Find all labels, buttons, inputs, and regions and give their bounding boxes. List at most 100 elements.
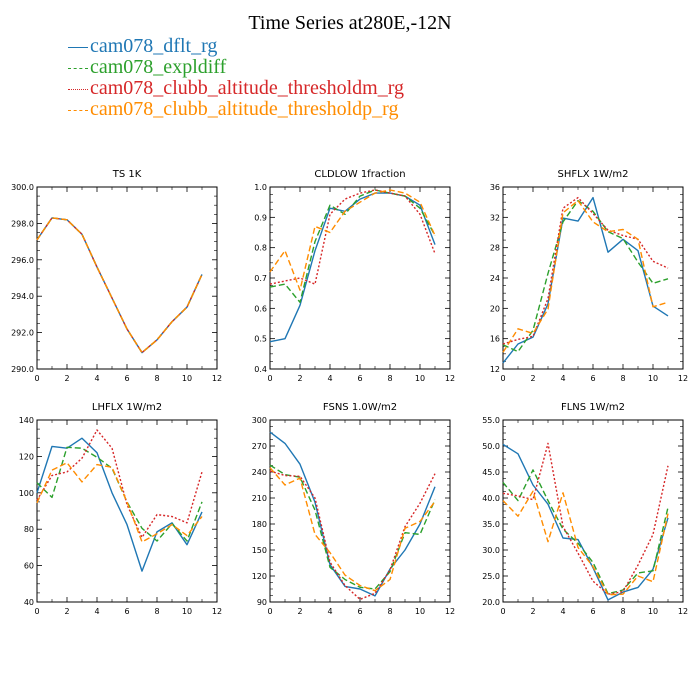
y-tick-label: 180 (252, 520, 267, 529)
series-line (502, 196, 669, 364)
series-line (502, 199, 669, 353)
x-tick-label: 8 (387, 607, 392, 616)
x-tick-label: 4 (560, 607, 565, 616)
x-tick-label: 2 (64, 374, 69, 383)
y-tick-label: 300 (252, 416, 267, 425)
legend-swatch (68, 88, 88, 90)
plot-frame (502, 419, 684, 603)
x-tick-label: 12 (678, 374, 688, 383)
x-tick-label: 6 (357, 607, 362, 616)
y-tick-label: 270 (252, 442, 267, 451)
chart-title: TS 1K (112, 169, 142, 180)
series-line (269, 189, 436, 291)
series-line (502, 199, 669, 353)
legend-label: cam078_expldiff (90, 56, 227, 78)
y-tick-label: 32 (490, 213, 500, 222)
series-line (36, 217, 203, 354)
legend-item: cam078_clubb_altitude_thresholdm_rg (68, 78, 404, 99)
series-line (502, 469, 669, 595)
y-tick-label: 0.4 (254, 365, 267, 374)
series-line (36, 429, 203, 539)
series-line (36, 217, 203, 354)
y-tick-label: 20 (490, 304, 500, 313)
series-line (502, 490, 669, 596)
series-line (502, 442, 669, 595)
y-tick-label: 24 (490, 274, 500, 283)
y-tick-label: 292.0 (11, 329, 34, 338)
x-tick-label: 10 (648, 607, 658, 616)
x-tick-label: 10 (415, 374, 425, 383)
y-tick-label: 290.0 (11, 365, 34, 374)
y-tick-label: 0.9 (254, 213, 267, 222)
x-tick-label: 2 (530, 374, 535, 383)
x-tick-label: 4 (327, 374, 332, 383)
series-line (502, 443, 669, 601)
x-tick-label: 4 (94, 607, 99, 616)
chart-panel: LHFLX 1W/m2 0 2 4 6 8 10 12 40 60 80 100 120 140 (19, 402, 222, 616)
y-tick-label: 90 (257, 598, 267, 607)
plot-frame (36, 186, 218, 370)
x-tick-label: 2 (297, 374, 302, 383)
series-line (36, 217, 203, 354)
x-tick-label: 2 (64, 607, 69, 616)
y-tick-label: 294.0 (11, 292, 34, 301)
x-tick-label: 8 (154, 607, 159, 616)
legend-item: cam078_dflt_rg (68, 36, 404, 57)
y-tick-label: 120 (19, 452, 34, 461)
y-tick-label: 100 (19, 489, 34, 498)
y-tick-label: 300.0 (11, 183, 34, 192)
chart-title: LHFLX 1W/m2 (92, 402, 162, 413)
x-tick-label: 10 (415, 607, 425, 616)
x-tick-label: 12 (678, 607, 688, 616)
y-tick-label: 50.0 (482, 442, 500, 451)
y-tick-label: 150 (252, 546, 267, 555)
x-tick-label: 8 (620, 607, 625, 616)
y-tick-label: 55.0 (482, 416, 500, 425)
chart-panel: TS 1K 0 2 4 6 8 10 12 290.0 292.0 294.0 296.0 298.0 3… (11, 169, 222, 383)
x-tick-label: 4 (560, 374, 565, 383)
y-tick-label: 240 (252, 468, 267, 477)
x-tick-label: 6 (124, 374, 129, 383)
y-tick-label: 0.8 (254, 244, 267, 253)
chart-title: CLDLOW 1fraction (314, 169, 405, 180)
plot-frame (269, 419, 451, 603)
y-tick-label: 0.6 (254, 304, 267, 313)
y-tick-label: 40 (24, 598, 34, 607)
series-line (269, 192, 436, 343)
series-line (36, 437, 203, 572)
x-tick-label: 8 (154, 374, 159, 383)
series-line (36, 217, 203, 354)
x-tick-label: 12 (212, 374, 222, 383)
figure-title: Time Series at280E,-12N (248, 12, 452, 34)
y-tick-label: 0.7 (254, 274, 267, 283)
x-tick-label: 2 (530, 607, 535, 616)
y-tick-label: 298.0 (11, 219, 34, 228)
legend-label: cam078_clubb_altitude_thresholdm_rg (90, 77, 405, 99)
y-tick-label: 30.0 (482, 546, 500, 555)
y-tick-label: 20.0 (482, 598, 500, 607)
y-tick-label: 40.0 (482, 494, 500, 503)
y-tick-label: 35.0 (482, 520, 500, 529)
y-tick-label: 1.0 (254, 183, 267, 192)
x-tick-label: 10 (182, 374, 192, 383)
y-tick-label: 12 (490, 365, 500, 374)
legend-swatch (68, 67, 88, 69)
x-tick-label: 4 (327, 607, 332, 616)
series-line (269, 189, 436, 285)
chart-title: FLNS 1W/m2 (561, 402, 625, 413)
chart-panel: FLNS 1W/m2 0 2 4 6 8 10 12 20.0 25.0 30.0 35.0 40.0 4… (482, 402, 688, 616)
x-tick-label: 0 (500, 374, 505, 383)
x-tick-label: 12 (445, 374, 455, 383)
chart-panel: CLDLOW 1fraction 0 2 4 6 8 10 12 0.4 0.5 0.6 0.7 0.8… (254, 169, 455, 383)
legend-swatch (68, 46, 88, 48)
y-tick-label: 140 (19, 416, 34, 425)
legend-label: cam078_dflt_rg (90, 35, 218, 57)
series-line (269, 470, 436, 601)
x-tick-label: 0 (267, 374, 272, 383)
y-tick-label: 296.0 (11, 256, 34, 265)
legend-item: cam078_expldiff (68, 57, 404, 78)
y-tick-label: 16 (490, 335, 500, 344)
x-tick-label: 0 (34, 607, 39, 616)
